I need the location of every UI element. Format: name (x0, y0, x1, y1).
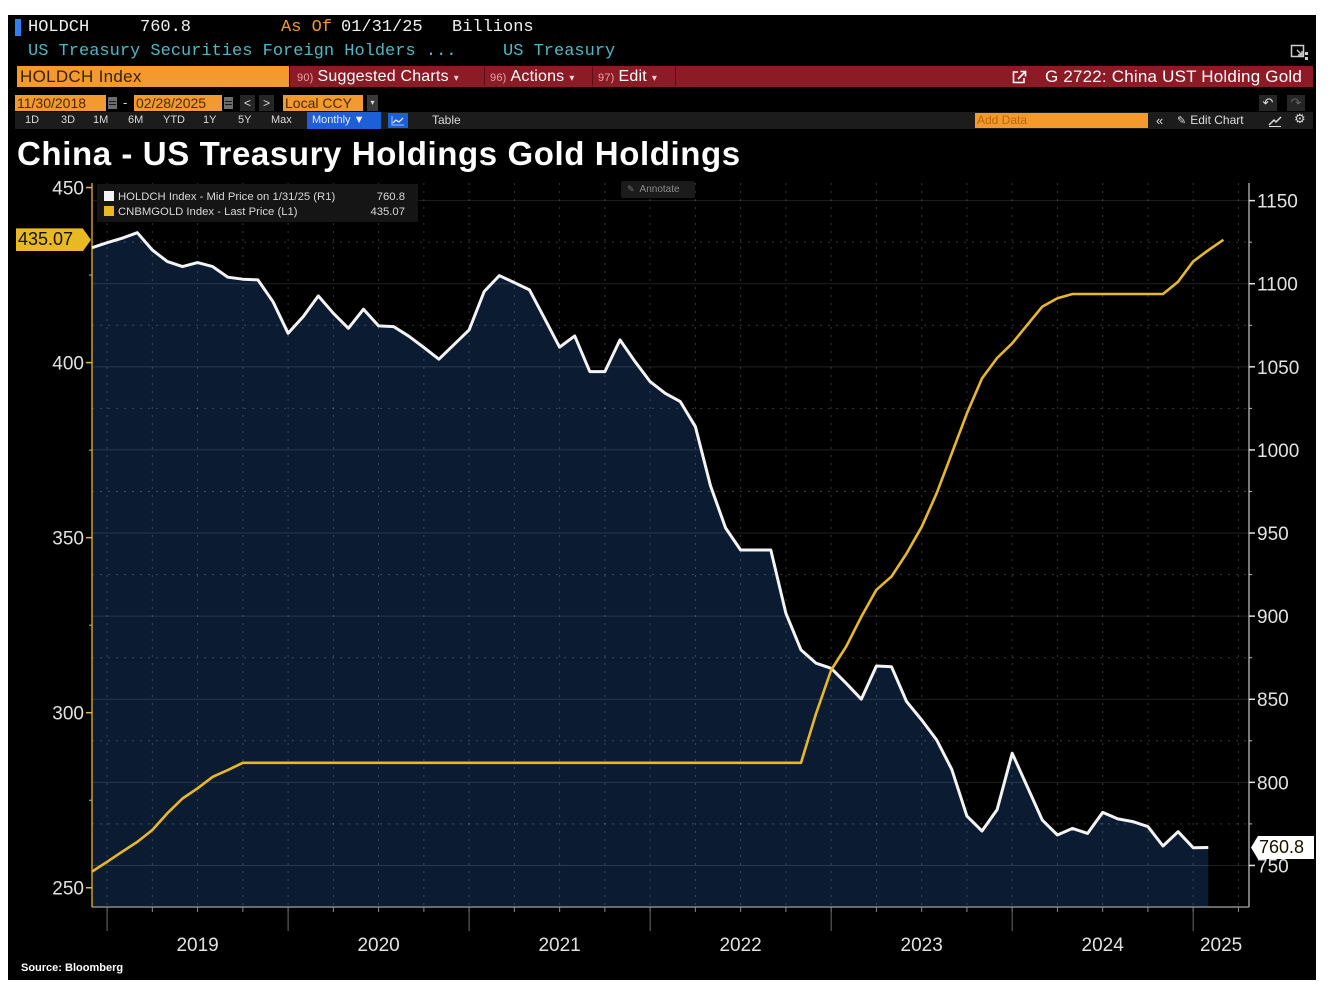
edit-chart-label: Edit Chart (1190, 113, 1244, 127)
ticker-marker (15, 19, 21, 36)
holdch-last-value-callout: 760.8 (1251, 835, 1314, 859)
range-1d-button[interactable]: 1D (25, 114, 40, 126)
holdch-area-fill (92, 232, 1209, 907)
actions-menu[interactable]: 96) Actions ▾ (490, 66, 575, 87)
holdch-line (91, 231, 1209, 850)
menu-label: Actions (510, 68, 565, 85)
legend-value: 435.07 (370, 206, 405, 218)
redo-icon[interactable]: ↷ (1287, 95, 1305, 111)
x-axis-year-label: 2022 (719, 935, 761, 956)
left-axis-tick-label: 300 (52, 704, 84, 725)
edit-menu[interactable]: 97) Edit ▾ (598, 66, 657, 87)
chevron-down-icon[interactable]: ▾ (367, 95, 378, 111)
x-axis-year-label: 2023 (901, 935, 943, 956)
x-axis-year-label: 2021 (538, 935, 580, 956)
units-label: Billions (452, 18, 534, 37)
security-category: US Treasury (503, 42, 616, 61)
left-axis-tick-label: 250 (52, 879, 84, 900)
range-ytd-button[interactable]: YTD (163, 114, 185, 126)
annotate-label: Annotate (639, 184, 680, 195)
chevron-down-icon: ▾ (453, 73, 460, 84)
as-of-label: As Of (281, 18, 333, 37)
x-axis-year-label: 2020 (357, 935, 399, 956)
annotate-button[interactable]: ✎ Annotate (621, 181, 695, 198)
security-description: US Treasury Securities Foreign Holders .… (28, 42, 457, 61)
menu-divider (484, 67, 485, 86)
menu-divider (592, 67, 593, 86)
end-date-field[interactable]: 02/28/2025 (134, 95, 222, 111)
right-axis-tick-label: 1000 (1257, 441, 1299, 462)
legend-swatch-white (104, 191, 114, 201)
x-axis-year-label: 2024 (1082, 935, 1125, 956)
left-axis-tick-label: 450 (52, 179, 84, 200)
frequency-dropdown[interactable]: Monthly ▼ (307, 112, 381, 129)
right-axis-tick-label: 1050 (1257, 358, 1299, 379)
legend-entry-holdch[interactable]: HOLDCH Index - Mid Price on 1/31/25 (R1)… (104, 191, 405, 204)
command-menu-bar (290, 66, 1313, 87)
legend-label: HOLDCH Index - Mid Price on 1/31/25 (R1) (118, 191, 336, 203)
menu-divider (675, 67, 676, 86)
start-date-field[interactable]: 11/30/2018 (15, 95, 106, 111)
chevron-down-icon: ▾ (569, 73, 575, 84)
gear-icon[interactable]: ⚙ (1294, 112, 1306, 127)
legend-swatch-gold (104, 206, 114, 216)
line-chart-icon[interactable] (388, 113, 408, 128)
calendar-icon[interactable] (224, 97, 233, 109)
security-input[interactable]: HOLDCH Index (17, 66, 289, 87)
line-edit-icon[interactable] (1268, 114, 1282, 127)
launch-window-icon[interactable] (1290, 44, 1310, 62)
range-3d-button[interactable]: 3D (61, 114, 76, 126)
gold-last-value-callout: 435.07 (16, 228, 91, 252)
left-axis-tick-label: 400 (52, 354, 84, 375)
chart-title: China - US Treasury Holdings Gold Holdin… (17, 135, 741, 172)
ticker-symbol: HOLDCH (28, 18, 90, 37)
x-axis-year-label: 2025 (1200, 935, 1242, 956)
legend-entry-cnbmgold[interactable]: CNBMGOLD Index - Last Price (L1) 435.07 (104, 206, 405, 219)
right-axis-tick-label: 900 (1257, 607, 1289, 628)
right-axis-tick-label: 1100 (1257, 275, 1298, 296)
range-max-button[interactable]: Max (271, 114, 292, 126)
edit-chart-button[interactable]: ✎ Edit Chart (1177, 112, 1244, 129)
undo-icon[interactable]: ↶ (1259, 95, 1277, 111)
collapse-icon[interactable]: « (1156, 113, 1164, 128)
last-value: 760.8 (140, 18, 192, 37)
right-axis-tick-label: 800 (1257, 773, 1289, 794)
range-6m-button[interactable]: 6M (128, 114, 144, 126)
currency-select[interactable]: Local CCY (283, 95, 363, 111)
next-period-button[interactable]: > (259, 95, 274, 111)
add-data-input[interactable] (975, 113, 1148, 128)
right-axis-tick-label: 850 (1257, 690, 1289, 711)
menu-number: 96) (490, 72, 507, 84)
as-of-date: 01/31/25 (341, 18, 423, 37)
chevron-down-icon: ▾ (651, 73, 658, 84)
range-1m-button[interactable]: 1M (93, 114, 109, 126)
suggested-charts-menu[interactable]: 90) Suggested Charts ▾ (297, 66, 459, 87)
range-1y-button[interactable]: 1Y (203, 114, 217, 126)
right-axis-tick-label: 1150 (1257, 192, 1298, 213)
source-note: Source: Bloomberg (21, 962, 124, 974)
table-view-button[interactable]: Table (432, 113, 461, 127)
legend-label: CNBMGOLD Index - Last Price (L1) (118, 206, 298, 218)
menu-label: Edit (618, 68, 647, 85)
menu-number: 97) (598, 72, 615, 84)
chart-legend: HOLDCH Index - Mid Price on 1/31/25 (R1)… (97, 184, 418, 222)
chart-plot: 2019 2020 2021 2022 2023 2024 2025 750 800 850 900… (52, 179, 1299, 956)
menu-label: Suggested Charts (317, 68, 449, 85)
open-external-icon[interactable] (1012, 70, 1027, 84)
date-range-separator: - (123, 95, 128, 110)
chart-link[interactable]: G 2722: China UST Holding Gold (1044, 67, 1302, 86)
previous-period-button[interactable]: < (240, 95, 255, 111)
left-axis-tick-label: 350 (52, 529, 84, 550)
pencil-icon: ✎ (627, 185, 635, 195)
range-5y-button[interactable]: 5Y (238, 114, 252, 126)
cnbmgold-line (91, 238, 1225, 873)
pencil-icon: ✎ (1177, 114, 1187, 127)
legend-value: 760.8 (376, 191, 405, 203)
right-axis-tick-label: 750 (1257, 856, 1289, 877)
calendar-icon[interactable] (108, 97, 117, 109)
x-axis-year-label: 2019 (176, 935, 218, 956)
menu-number: 90) (297, 72, 314, 84)
right-axis-tick-label: 950 (1257, 524, 1289, 545)
